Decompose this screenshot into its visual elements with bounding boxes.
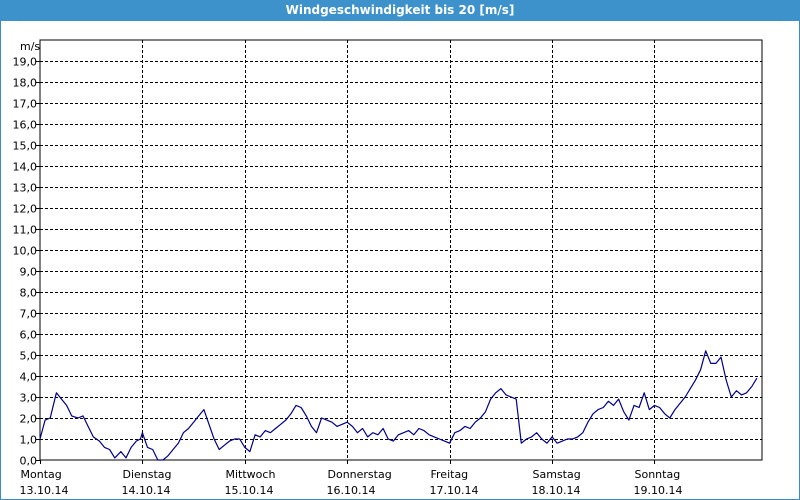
- x-tick-day-label: Mittwoch: [226, 468, 276, 481]
- x-tick-date-label: 18.10.14: [532, 484, 581, 497]
- x-tick-day-label: Donnerstag: [328, 468, 392, 481]
- y-tick-label: 12,0: [13, 203, 38, 216]
- x-tick-day-label: Samstag: [533, 468, 581, 481]
- y-tick-label: 7,0: [20, 308, 38, 321]
- y-tick-label: 18,0: [13, 77, 38, 90]
- x-tick-day-label: Freitag: [431, 468, 469, 481]
- x-tick-day-label: Dienstag: [123, 468, 172, 481]
- y-tick-label: 14,0: [13, 161, 38, 174]
- y-tick-label: 19,0: [13, 56, 38, 69]
- y-tick-label: 15,0: [13, 140, 38, 153]
- y-tick-label: 1,0: [20, 434, 38, 447]
- x-tick-date-label: 15.10.14: [225, 484, 274, 497]
- y-tick-label: 17,0: [13, 98, 38, 111]
- y-tick-label: 8,0: [20, 287, 38, 300]
- y-tick-label: 10,0: [13, 245, 38, 258]
- x-tick-date-label: 14.10.14: [122, 484, 171, 497]
- y-axis-unit-label: m/s: [20, 40, 40, 53]
- grid-layer: [40, 40, 762, 460]
- y-tick-label: 4,0: [20, 371, 38, 384]
- label-layer: 0,0 1,0 2,0 3,0 4,0 5,0 6,0 7,0 8,0 9,0 10,0 11,0 12…: [13, 56, 683, 498]
- y-tick-label: 6,0: [20, 329, 38, 342]
- x-tick-date-label: 16.10.14: [327, 484, 376, 497]
- y-tick-label: 13,0: [13, 182, 38, 195]
- x-tick-date-label: 13.10.14: [20, 484, 69, 497]
- chart-title: Windgeschwindigkeit bis 20 [m/s]: [285, 3, 515, 17]
- y-tick-label: 11,0: [13, 224, 38, 237]
- y-tick-label: 0,0: [20, 455, 38, 468]
- wind-speed-series-line: [39, 350, 758, 461]
- y-tick-label: 9,0: [20, 266, 38, 279]
- series-layer: [39, 350, 758, 461]
- x-tick-date-label: 17.10.14: [430, 484, 479, 497]
- y-tick-label: 3,0: [20, 392, 38, 405]
- window-title-bar: Windgeschwindigkeit bis 20 [m/s]: [0, 0, 800, 21]
- axis-layer: [36, 39, 763, 464]
- y-tick-label: 5,0: [20, 350, 38, 363]
- x-tick-day-label: Sonntag: [635, 468, 681, 481]
- x-tick-day-label: Montag: [21, 468, 62, 481]
- y-tick-label: 2,0: [20, 413, 38, 426]
- x-tick-date-label: 19.10.14: [634, 484, 683, 497]
- y-tick-label: 16,0: [13, 119, 38, 132]
